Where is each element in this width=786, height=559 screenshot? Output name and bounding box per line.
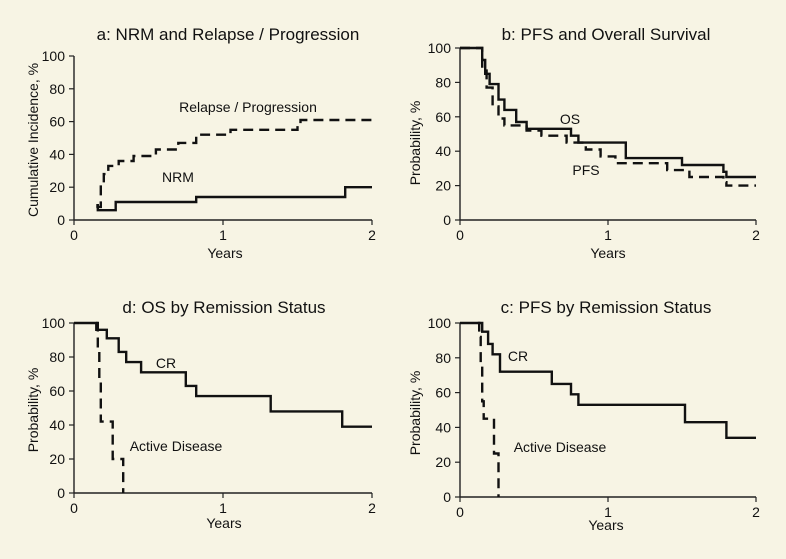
- panel-a-x-tick-label: 1: [219, 227, 227, 243]
- panel-c-x-tick-label: 0: [456, 504, 464, 520]
- panel-c-y-tick-label: 100: [428, 315, 452, 331]
- panel-a-x-tick-label: 2: [368, 227, 376, 243]
- panel-c-pfs-remission: c: PFS by Remission Status Probability, …: [407, 298, 760, 533]
- panel-b-y-tick-label: 100: [428, 40, 452, 56]
- panel-b-pfs-os: b: PFS and Overall Survival Probability,…: [407, 25, 760, 261]
- panel-c-title: c: PFS by Remission Status: [501, 298, 712, 317]
- panel-c-y-tick-label: 20: [435, 454, 451, 470]
- panel-c-ylabel: Probability, %: [407, 371, 423, 456]
- panel-a-y-tick-label: 80: [49, 81, 65, 97]
- panel-d-y-tick-label: 0: [57, 485, 65, 501]
- panel-a-y-tick-label: 0: [57, 212, 65, 228]
- panel-d-xlabel: Years: [206, 515, 241, 531]
- panel-d-title: d: OS by Remission Status: [122, 298, 325, 317]
- panel-b-os-curve: [460, 46, 756, 179]
- panel-b-xlabel: Years: [590, 245, 625, 261]
- panel-c-cr-annotation: CR: [508, 348, 528, 364]
- panel-a-relapse-progression-curve: [96, 118, 372, 209]
- panel-a-x-tick-label: 0: [70, 227, 78, 243]
- panel-a-y-tick-label: 60: [49, 114, 65, 130]
- panel-c-y-tick-label: 60: [435, 385, 451, 401]
- panel-a-nrm-relapse: a: NRM and Relapse / Progression Cumulat…: [25, 25, 376, 261]
- panel-c-y-tick-label: 0: [443, 489, 451, 505]
- panel-d-x-tick-label: 1: [219, 500, 227, 516]
- panel-a-title: a: NRM and Relapse / Progression: [97, 25, 360, 44]
- panel-b-y-tick-label: 0: [443, 212, 451, 228]
- panel-b-x-tick-label: 0: [456, 227, 464, 243]
- panel-c-cr-curve: [460, 321, 756, 439]
- panel-d-y-tick-label: 100: [42, 315, 66, 331]
- panel-a-y-tick-label: 40: [49, 146, 65, 162]
- panel-a-nrm-annotation: NRM: [162, 169, 194, 185]
- panel-c-y-tick-label: 40: [435, 419, 451, 435]
- panel-d-cr-curve: [74, 321, 372, 428]
- panel-a-y-tick-label: 20: [49, 179, 65, 195]
- panel-b-x-tick-label: 1: [604, 227, 612, 243]
- panel-d-os-remission: d: OS by Remission Status Probability, %…: [25, 298, 376, 531]
- panel-d-x-tick-label: 2: [368, 500, 376, 516]
- panel-b-os-annotation: OS: [560, 111, 580, 127]
- panel-d-y-tick-label: 20: [49, 451, 65, 467]
- panel-b-pfs-annotation: PFS: [572, 162, 599, 178]
- panel-d-active-annotation: Active Disease: [130, 438, 223, 454]
- panel-b-y-tick-label: 80: [435, 74, 451, 90]
- panel-a-xlabel: Years: [207, 245, 242, 261]
- panel-d-y-tick-label: 80: [49, 349, 65, 365]
- panel-c-x-tick-label: 2: [752, 504, 760, 520]
- panel-c-active-disease-curve: [477, 321, 500, 497]
- panel-d-y-tick-label: 60: [49, 383, 65, 399]
- panel-d-x-tick-label: 0: [70, 500, 78, 516]
- panel-c-x-tick-label: 1: [604, 504, 612, 520]
- panel-b-y-tick-label: 20: [435, 178, 451, 194]
- panel-a-relapse-annotation: Relapse / Progression: [179, 99, 317, 115]
- panel-a-ylabel: Cumulative Incidence, %: [25, 63, 41, 217]
- panel-c-y-tick-label: 80: [435, 350, 451, 366]
- panel-d-ylabel: Probability, %: [25, 368, 41, 453]
- panel-c-active-annotation: Active Disease: [514, 439, 607, 455]
- panel-a-y-tick-label: 100: [42, 48, 66, 64]
- panel-a-nrm-curve: [96, 186, 372, 212]
- panel-c-xlabel: Years: [588, 517, 623, 533]
- panel-d-y-tick-label: 40: [49, 417, 65, 433]
- panel-b-x-tick-label: 2: [752, 227, 760, 243]
- panel-b-ylabel: Probability, %: [407, 101, 423, 186]
- panel-d-cr-annotation: CR: [156, 355, 176, 371]
- panel-b-y-tick-label: 60: [435, 109, 451, 125]
- panel-b-pfs-curve: [460, 46, 756, 187]
- panel-d-active-disease-curve: [96, 321, 125, 493]
- panel-b-title: b: PFS and Overall Survival: [502, 25, 711, 44]
- panel-b-y-tick-label: 40: [435, 143, 451, 159]
